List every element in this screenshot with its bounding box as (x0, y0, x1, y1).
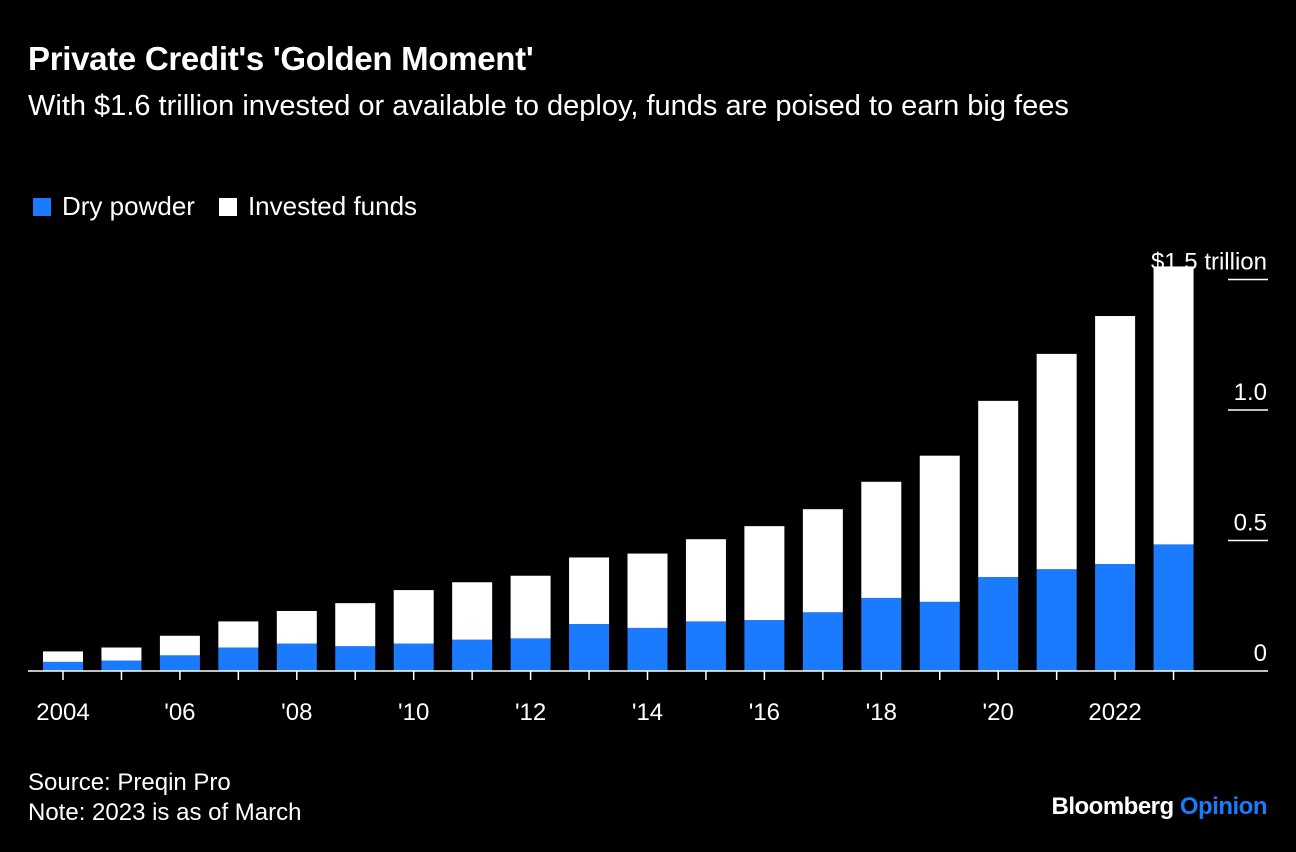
x-tick-label-2012: '12 (515, 699, 546, 726)
bar-dry-powder-2007 (218, 647, 259, 671)
bar-invested-funds-2016 (744, 526, 785, 621)
bar-invested-funds-2014 (627, 553, 668, 628)
bar-invested-funds-2020 (978, 400, 1019, 578)
x-tick-label-2016: '16 (749, 699, 780, 726)
bar-invested-funds-2022 (1095, 316, 1136, 564)
stacked-bar-chart: 2004 '06 '08 '10 '12 '14 '16 '18 '20 2022 $1.5 tri… (28, 249, 1268, 726)
bar-invested-funds-2015 (685, 539, 726, 622)
x-tick-label-2006: '06 (164, 699, 195, 726)
bar-dry-powder-2022 (1095, 563, 1136, 671)
bar-dry-powder-2016 (744, 620, 785, 671)
y-tick-label-0-5: 0.5 (1234, 510, 1267, 537)
x-tick-label-2022: 2022 (1088, 699, 1141, 726)
data-note: Note: 2023 is as of March (28, 799, 302, 826)
bar-dry-powder-2011 (452, 639, 493, 671)
bar-dry-powder-2012 (510, 638, 551, 671)
legend-item-dry-powder: Dry powder (33, 191, 195, 222)
brand-name: Bloomberg (1051, 793, 1175, 820)
x-tick-label-2004: 2004 (36, 699, 89, 726)
bar-dry-powder-2013 (569, 624, 610, 671)
legend: Dry powder Invested funds (33, 191, 441, 222)
bar-invested-funds-2019 (919, 455, 960, 602)
footer: Source: Preqin Pro Note: 2023 is as of M… (28, 768, 301, 828)
x-tick-label-2014: '14 (632, 699, 663, 726)
legend-item-invested-funds: Invested funds (218, 191, 418, 222)
x-tick-label-2018: '18 (866, 699, 897, 726)
bar-dry-powder-2020 (978, 577, 1019, 671)
legend-swatch-invested-funds (218, 197, 237, 216)
brand-logo: Bloomberg Opinion (1052, 793, 1268, 821)
bar-dry-powder-2021 (1036, 569, 1077, 671)
bar-invested-funds-2023 (1153, 266, 1194, 545)
x-tick-label-2010: '10 (398, 699, 429, 726)
y-tick-label-1-5: $1.5 trillion (1151, 249, 1267, 276)
bar-dry-powder-2019 (919, 601, 960, 671)
bar-invested-funds-2013 (569, 557, 610, 625)
bar-invested-funds-2005 (101, 647, 142, 661)
bar-invested-funds-2007 (218, 621, 259, 648)
bar-dry-powder-2008 (276, 643, 317, 671)
bar-dry-powder-2023 (1153, 544, 1194, 671)
bar-dry-powder-2018 (861, 597, 902, 671)
bar-invested-funds-2006 (159, 635, 200, 656)
bar-invested-funds-2011 (452, 582, 493, 640)
bar-invested-funds-2018 (861, 481, 902, 598)
bar-dry-powder-2004 (43, 661, 83, 671)
bar-invested-funds-2008 (276, 610, 317, 644)
bar-dry-powder-2006 (159, 655, 200, 671)
bar-dry-powder-2017 (802, 612, 843, 671)
y-tick-label-0: 0 (1254, 640, 1267, 667)
bar-invested-funds-2017 (802, 509, 843, 613)
bar-dry-powder-2009 (335, 646, 376, 671)
bar-dry-powder-2014 (627, 627, 668, 671)
legend-label-invested-funds: Invested funds (247, 191, 418, 221)
legend-label-dry-powder: Dry powder (62, 191, 195, 221)
x-tick-label-2008: '08 (281, 699, 312, 726)
brand-section: Opinion (1179, 793, 1268, 820)
bar-invested-funds-2004 (43, 651, 83, 662)
bar-invested-funds-2012 (510, 575, 551, 639)
chart-subtitle: With $1.6 trillion invested or available… (28, 90, 1069, 122)
x-tick-label-2020: '20 (983, 699, 1014, 726)
bar-invested-funds-2010 (393, 590, 434, 644)
chart-title: Private Credit's 'Golden Moment' (28, 40, 534, 77)
legend-swatch-dry-powder (33, 197, 51, 216)
source-note: Source: Preqin Pro (28, 769, 231, 796)
bar-invested-funds-2021 (1036, 353, 1077, 570)
y-tick-label-1: 1.0 (1234, 379, 1267, 406)
bar-invested-funds-2009 (335, 603, 376, 647)
bar-dry-powder-2010 (393, 643, 434, 671)
bar-dry-powder-2005 (101, 660, 142, 671)
bar-dry-powder-2015 (685, 621, 726, 671)
